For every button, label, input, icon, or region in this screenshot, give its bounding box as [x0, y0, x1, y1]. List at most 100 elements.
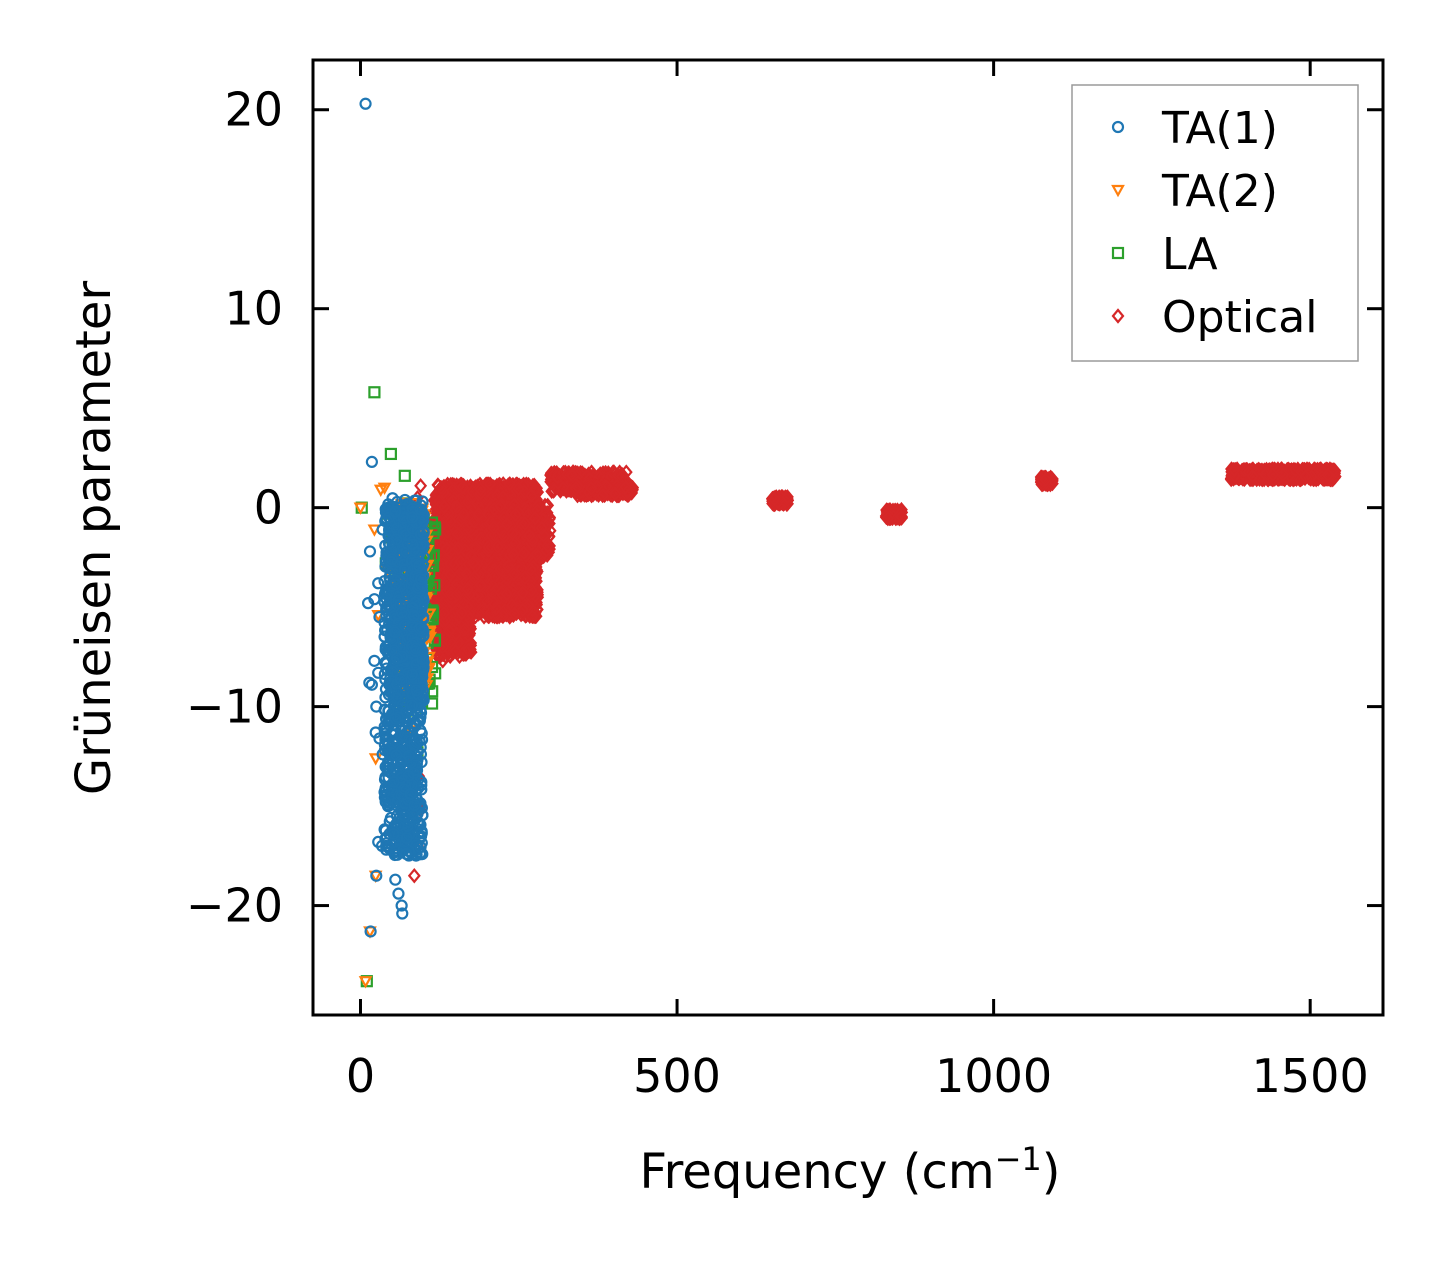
data-point: [483, 476, 497, 492]
data-point: [494, 498, 508, 515]
data-point: [450, 499, 464, 515]
data-point: [454, 512, 468, 528]
data-point: [480, 593, 494, 609]
data-point: [487, 501, 501, 517]
data-point: [619, 479, 633, 495]
data-point: [451, 540, 465, 556]
data-point: [457, 506, 471, 523]
data-point: [491, 538, 505, 555]
data-point: [500, 516, 514, 532]
data-point: [464, 548, 478, 564]
data-point: [771, 493, 785, 510]
data-point: [511, 481, 525, 497]
data-point: [488, 582, 502, 598]
data-point: [881, 510, 895, 527]
data-point: [450, 587, 464, 603]
data-point: [509, 506, 522, 523]
data-point: [407, 868, 421, 884]
data-point: [1034, 471, 1048, 487]
data-point: [484, 604, 498, 621]
data-point: [451, 526, 465, 542]
data-point: [541, 516, 555, 532]
data-point: [530, 546, 543, 563]
data-point: [541, 538, 555, 554]
data-point: [525, 488, 538, 504]
data-point: [437, 605, 451, 621]
data-point: [514, 515, 528, 531]
data-point: [488, 527, 502, 543]
data-point: [436, 653, 450, 669]
data-point: [531, 497, 545, 514]
data-point: [780, 491, 794, 507]
data-point: [507, 546, 521, 563]
data-point: [525, 608, 539, 625]
data-point: [487, 519, 501, 536]
data-point: [584, 480, 598, 497]
data-point: [440, 488, 454, 504]
data-point: [530, 502, 544, 519]
data-point: [481, 539, 495, 555]
data-point: [473, 481, 487, 498]
data-point: [486, 594, 500, 611]
data-point: [437, 499, 451, 515]
data-point: [1276, 467, 1290, 483]
data-point: [1266, 466, 1280, 483]
data-point: [525, 582, 538, 598]
data-point: [516, 585, 530, 601]
data-point: [436, 613, 450, 629]
data-point: [455, 605, 469, 621]
data-point: [448, 540, 462, 556]
data-point: [434, 479, 448, 496]
points-layer: [353, 97, 1342, 989]
data-point: [608, 486, 622, 502]
data-point: [525, 532, 539, 549]
data-point: [443, 633, 457, 650]
data-point: [414, 478, 428, 494]
data-point: [517, 477, 531, 493]
data-point: [440, 541, 454, 557]
data-point: [522, 527, 536, 544]
data-point: [507, 605, 521, 622]
data-point: [444, 513, 457, 530]
data-point: [1294, 471, 1308, 488]
data-point: [503, 476, 517, 492]
data-point: [1228, 462, 1241, 478]
data-point: [458, 621, 472, 638]
data-point: [518, 570, 532, 586]
data-point: [368, 386, 381, 399]
data-point: [781, 489, 794, 505]
data-point: [456, 479, 470, 495]
data-point: [1275, 463, 1289, 480]
data-point: [895, 508, 908, 525]
data-point: [461, 581, 475, 597]
data-point: [449, 643, 463, 659]
data-point: [495, 538, 509, 554]
data-point: [507, 566, 521, 582]
data-point: [452, 478, 466, 494]
data-point: [384, 447, 397, 461]
data-point: [440, 523, 454, 540]
data-point: [1314, 462, 1328, 478]
data-point: [469, 539, 483, 556]
data-point: [437, 484, 451, 500]
data-point: [528, 510, 542, 526]
data-point: [466, 555, 480, 571]
data-point: [484, 514, 498, 531]
data-point: [443, 567, 457, 583]
data-point: [1321, 467, 1335, 483]
data-point: [1299, 468, 1312, 485]
data-point: [520, 503, 534, 519]
data-point: [524, 561, 538, 578]
data-point: [518, 597, 532, 614]
data-point: [501, 558, 515, 574]
data-point: [1245, 463, 1259, 480]
data-point: [474, 577, 488, 593]
data-point: [497, 535, 511, 551]
data-point: [541, 497, 555, 514]
data-point: [461, 494, 475, 510]
data-point: [518, 515, 532, 532]
data-point: [468, 569, 481, 586]
data-point: [535, 520, 549, 536]
data-point: [508, 598, 522, 614]
